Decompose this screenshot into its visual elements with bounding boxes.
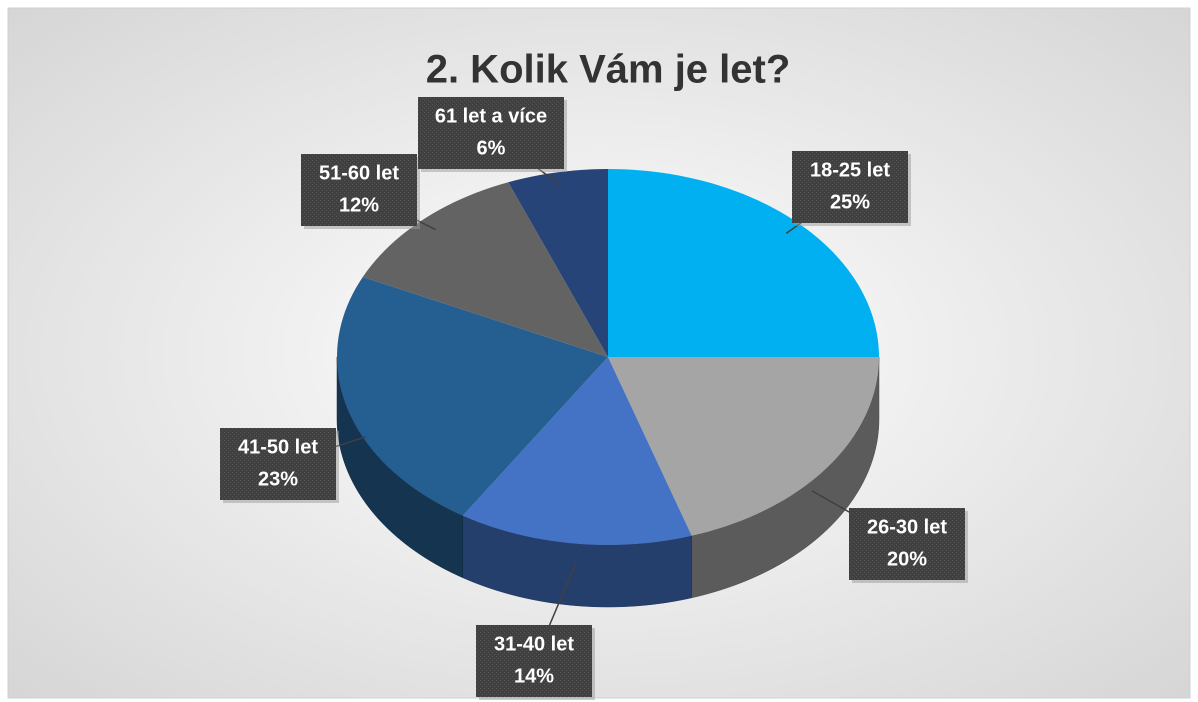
chart-title: 2. Kolik Vám je let?	[426, 48, 791, 92]
data-label: 61 let a více 6%	[418, 97, 567, 172]
slice	[608, 357, 879, 536]
label-value: 14%	[514, 665, 554, 687]
slice	[508, 169, 608, 357]
label-box	[792, 151, 908, 223]
label-box	[849, 508, 965, 580]
label-value: 23%	[258, 468, 298, 490]
data-label: 18-25 let 25%	[792, 151, 911, 226]
slice	[362, 182, 608, 357]
label-category: 26-30 let	[867, 516, 947, 538]
slice-side	[336, 356, 464, 579]
label-category: 41-50 let	[238, 436, 318, 458]
label-box	[418, 97, 564, 169]
slice	[337, 276, 608, 516]
slice	[608, 169, 879, 357]
label-category: 18-25 let	[810, 159, 890, 181]
label-box	[220, 428, 336, 500]
label-box	[476, 625, 592, 697]
label-value: 12%	[339, 194, 379, 216]
label-category: 51-60 let	[319, 162, 399, 184]
data-label: 51-60 let 12%	[301, 154, 420, 229]
data-label: 31-40 let 14%	[476, 625, 595, 700]
label-box	[301, 154, 417, 226]
data-label: 41-50 let 23%	[220, 428, 339, 503]
slice	[462, 357, 692, 545]
label-value: 6%	[477, 137, 506, 159]
data-label: 26-30 let 20%	[849, 508, 968, 583]
label-value: 25%	[830, 191, 870, 213]
label-category: 61 let a více	[435, 105, 547, 127]
label-category: 31-40 let	[494, 633, 574, 655]
label-value: 20%	[887, 548, 927, 570]
